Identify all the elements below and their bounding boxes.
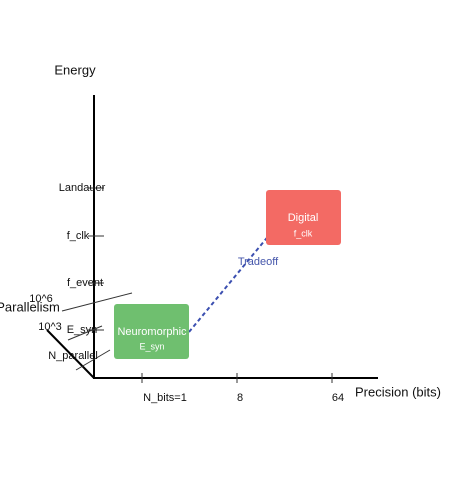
y-tick-label: E_syn: [67, 324, 98, 336]
edge-label: Tradeoff: [238, 256, 279, 268]
node-label: Neuromorphic: [117, 326, 187, 338]
z-tick: [75, 349, 111, 371]
x-tick-label: 64: [332, 392, 344, 404]
y-tick-label: f_event: [67, 277, 103, 289]
node-sublabel: f_clk: [294, 228, 313, 238]
x-axis-label: Precision (bits): [355, 384, 441, 399]
z-tick-label: N_parallel: [48, 350, 98, 362]
z-tick: [67, 325, 103, 341]
z-axis-label: Parallelism: [0, 299, 60, 314]
z-tick: [61, 292, 133, 312]
y-axis-label: Energy: [54, 62, 96, 77]
x-tick-label: 8: [237, 392, 243, 404]
node-label: Digital: [288, 212, 319, 224]
z-axis: [46, 329, 95, 379]
x-tick-label: N_bits=1: [143, 392, 187, 404]
y-tick-label: Landauer: [59, 182, 106, 194]
digital-node: [266, 190, 341, 245]
neuromorphic-node: [114, 304, 189, 359]
node-sublabel: E_syn: [139, 341, 164, 351]
z-tick-label: 10^6: [29, 293, 53, 305]
y-tick-label: f_clk: [67, 230, 90, 242]
z-tick-label: 10^3: [38, 321, 62, 333]
